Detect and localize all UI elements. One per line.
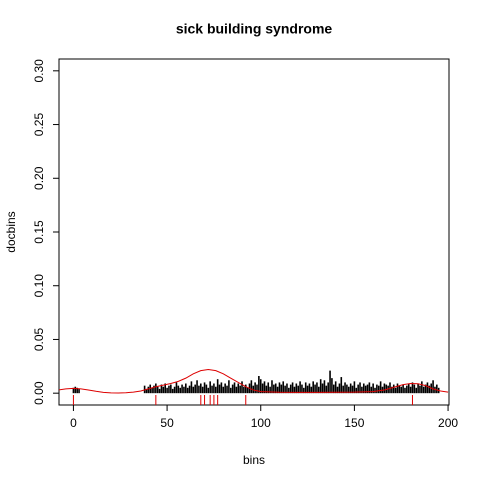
y-tick-label: 0.20 — [32, 166, 46, 190]
x-tick-label: 100 — [251, 416, 271, 430]
y-tick-label: 0.30 — [32, 59, 46, 83]
chart-title: sick building syndrome — [176, 21, 333, 37]
y-tick-label: 0.10 — [32, 274, 46, 298]
x-axis-label: bins — [243, 453, 265, 467]
y-axis-label: docbins — [4, 211, 18, 252]
x-tick-label: 50 — [160, 416, 174, 430]
y-tick-label: 0.25 — [32, 113, 46, 137]
x-tick-label: 150 — [344, 416, 364, 430]
x-tick-label: 0 — [70, 416, 77, 430]
y-tick-label: 0.05 — [32, 327, 46, 351]
plot-frame — [58, 58, 450, 406]
y-tick-label: 0.15 — [32, 220, 46, 244]
y-tick-label: 0.00 — [32, 381, 46, 405]
density-curve — [59, 369, 449, 394]
plot-area — [59, 369, 449, 405]
x-tick-label: 200 — [438, 416, 458, 430]
